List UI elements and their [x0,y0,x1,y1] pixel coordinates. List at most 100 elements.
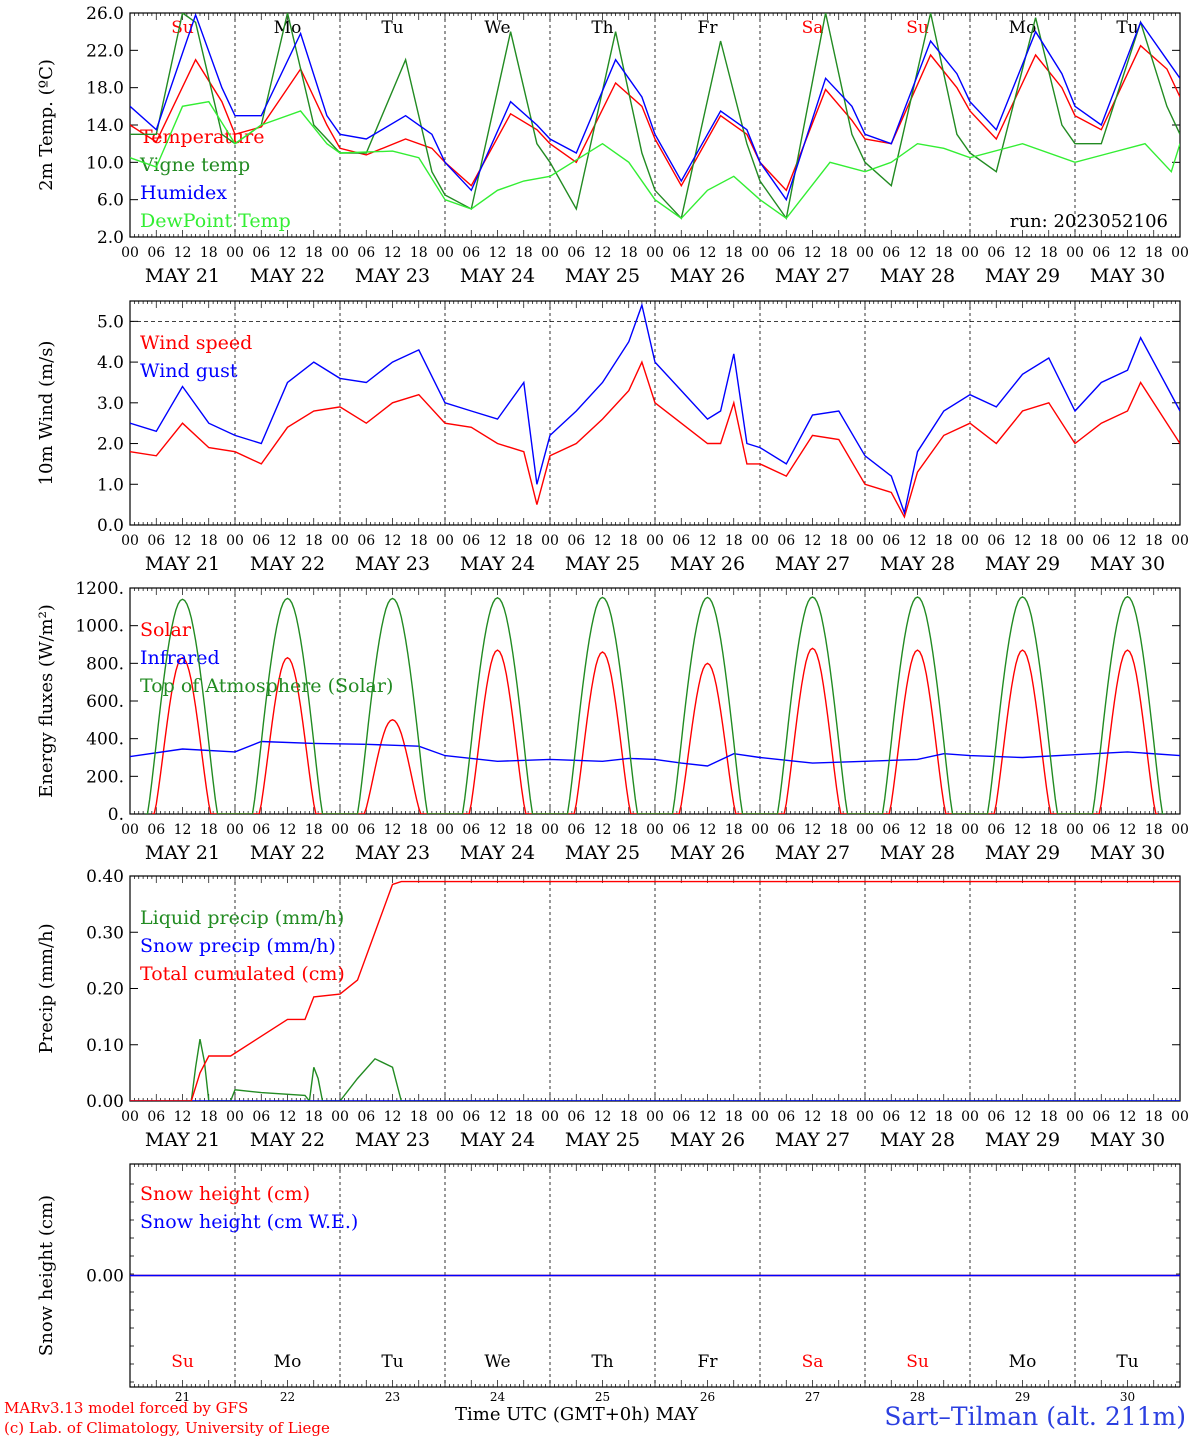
hour-tick-label: 06 [462,1109,480,1125]
hour-tick-label: 18 [515,1109,533,1125]
hour-tick-label: 12 [594,533,612,549]
hour-tick-label: 00 [646,245,664,261]
hour-tick-label: 00 [961,1109,979,1125]
hour-tick-label: 12 [489,533,507,549]
hour-tick-label: 18 [1040,245,1058,261]
y-axis-label: Energy fluxes (W/m²) [36,604,57,798]
hour-tick-label: 06 [252,533,270,549]
date-label: MAY 29 [985,842,1060,864]
hour-tick-label: 18 [830,245,848,261]
y-tick-label: 4.0 [97,353,124,373]
hour-tick-label: 12 [909,533,927,549]
hour-tick-label: 06 [567,822,585,838]
panel-wind: 0.0 1.0 2.0 3.0 4.0 5.0 10m Wind (m/s) 00 06 12 18… [36,300,1189,575]
date-label: MAY 21 [145,553,220,575]
hour-tick-label: 06 [882,245,900,261]
series-line-wind-speed [130,360,1180,519]
hour-tick-label: 12 [804,533,822,549]
y-axis-label: Snow height (cm) [36,1195,57,1356]
hour-tick-label: 06 [777,245,795,261]
hour-tick-label: 00 [1171,1109,1189,1125]
legend-entry: Snow precip (mm/h) [140,935,336,957]
date-label: MAY 21 [145,265,220,287]
date-label: MAY 24 [460,842,535,864]
hour-tick-label: 00 [751,533,769,549]
hour-tick-label: 12 [804,1109,822,1125]
hour-tick-label: 00 [961,533,979,549]
weekday-label: Mo [1009,1352,1037,1372]
hour-tick-label: 00 [646,1109,664,1125]
date-label: MAY 25 [565,1129,640,1151]
legend-entry: DewPoint Temp [140,210,291,232]
hour-tick-label: 00 [121,533,139,549]
weekday-label: Su [171,18,194,38]
hour-tick-label: 06 [987,533,1005,549]
y-tick-label: 600. [86,692,124,712]
hour-tick-label: 06 [147,533,165,549]
date-label: MAY 28 [880,553,955,575]
hour-tick-label: 00 [751,245,769,261]
hour-tick-label: 06 [672,1109,690,1125]
hour-tick-label: 00 [541,822,559,838]
hour-tick-label: 18 [515,533,533,549]
date-label: MAY 30 [1090,265,1165,287]
y-tick-label: 10.0 [86,153,124,173]
hour-tick-label: 06 [567,533,585,549]
y-tick-label: 1200. [75,579,124,599]
date-label: MAY 30 [1090,1129,1165,1151]
hour-tick-label: 06 [357,533,375,549]
hour-tick-label: 12 [594,822,612,838]
hour-tick-label: 12 [699,533,717,549]
hour-tick-label: 06 [252,1109,270,1125]
hour-tick-label: 18 [200,245,218,261]
station-name: Sart–Tilman (alt. 211m) [884,1402,1186,1431]
hour-tick-label: 18 [200,822,218,838]
time-axis-title: Time UTC (GMT+0h) MAY [455,1404,699,1425]
weekday-label: Tu [1116,18,1138,38]
hour-tick-label: 06 [882,822,900,838]
hour-tick-label: 18 [725,1109,743,1125]
hour-tick-label: 06 [1092,245,1110,261]
series-line-humidex [130,13,1180,202]
y-axis-label: 2m Temp. (ºC) [36,59,57,191]
hour-tick-label: 18 [935,822,953,838]
hour-tick-label: 00 [541,1109,559,1125]
series-line-solar [151,647,1159,814]
hour-tick-label: 12 [1119,822,1137,838]
hour-tick-label: 12 [384,245,402,261]
y-tick-label: 0.40 [86,867,124,887]
date-label: MAY 26 [670,842,745,864]
date-label: MAY 26 [670,553,745,575]
hour-tick-label: 12 [594,1109,612,1125]
date-label: MAY 27 [775,1129,850,1151]
y-tick-label: 0.00 [86,1267,124,1287]
hour-tick-label: 00 [226,822,244,838]
date-label: MAY 22 [250,1129,325,1151]
y-tick-label: 800. [86,654,124,674]
date-label: MAY 26 [670,265,745,287]
legend-entry: Temperature [140,126,264,148]
weekday-label: We [484,18,510,38]
hour-tick-label: 12 [699,245,717,261]
date-label: MAY 23 [355,265,430,287]
series-line-liquid-precip-mm-h- [130,1038,1180,1101]
date-label: MAY 25 [565,842,640,864]
hour-tick-label: 18 [410,1109,428,1125]
hour-tick-label: 06 [357,822,375,838]
series-line-dewpoint-temp [130,100,1180,220]
hour-tick-label: 06 [1092,1109,1110,1125]
hour-tick-label: 06 [147,822,165,838]
hour-tick-label: 12 [384,533,402,549]
day-number-label: 27 [805,1390,820,1404]
date-label: MAY 21 [145,842,220,864]
weekday-label: Mo [274,1352,302,1372]
hour-tick-label: 18 [410,533,428,549]
hour-tick-label: 12 [1119,533,1137,549]
hour-tick-label: 00 [1066,245,1084,261]
hour-tick-label: 00 [541,533,559,549]
hour-tick-label: 18 [200,1109,218,1125]
hour-tick-label: 12 [174,245,192,261]
hour-tick-label: 12 [909,245,927,261]
hour-tick-label: 00 [856,533,874,549]
legend-entry: Humidex [140,182,227,204]
